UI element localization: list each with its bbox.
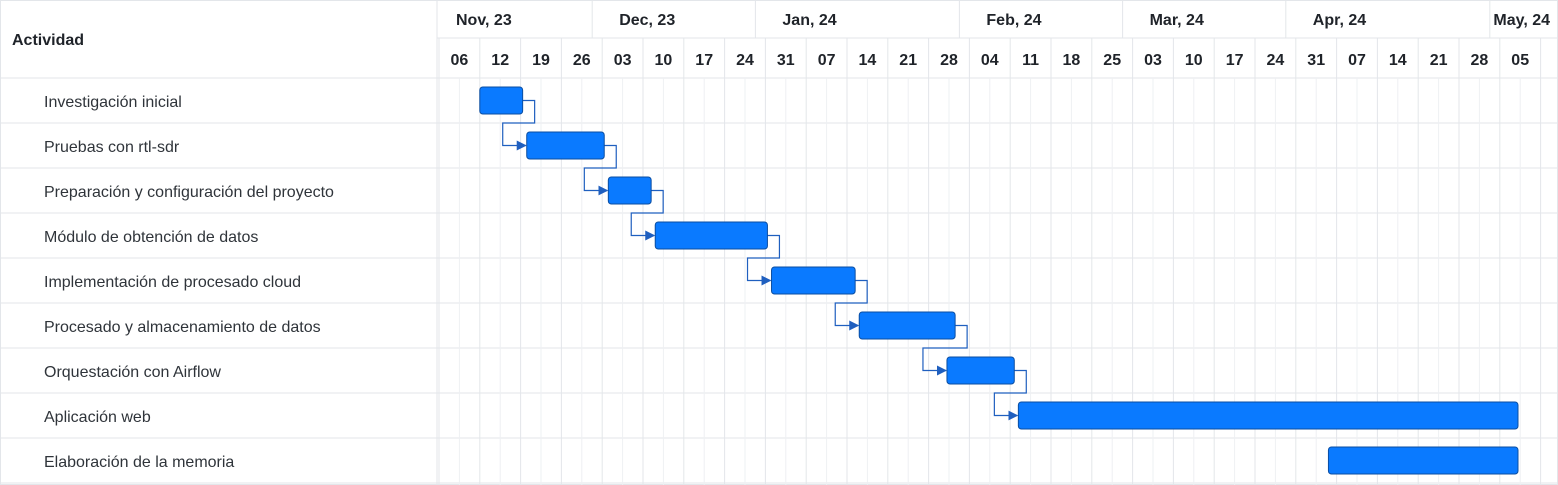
week-label: 25 [1103,52,1121,69]
task-bar[interactable] [771,266,856,295]
task-bar[interactable] [946,356,1015,385]
week-label: 14 [859,52,877,69]
task-label: Procesado y almacenamiento de datos [44,319,321,336]
week-label: 03 [1144,52,1162,69]
task-bar[interactable] [654,221,768,250]
week-label: 26 [573,52,591,69]
week-label: 12 [491,52,509,69]
dependency-arrow [834,279,868,331]
activity-column-header: Actividad [12,32,84,49]
week-label: 11 [1022,52,1039,69]
task-bar[interactable] [607,176,652,205]
week-label: 18 [1063,52,1081,69]
month-label: Feb, 24 [986,12,1041,29]
month-label: Jan, 24 [782,12,836,29]
month-label: Nov, 23 [456,12,512,29]
task-label: Orquestación con Airflow [44,364,221,381]
month-label: Apr, 24 [1313,12,1366,29]
week-label: 28 [940,52,958,69]
month-label: Dec, 23 [619,12,675,29]
task-label: Módulo de obtención de datos [44,229,258,246]
month-label: Mar, 24 [1150,12,1204,29]
task-label: Investigación inicial [44,94,182,111]
task-bar[interactable] [1017,401,1519,430]
week-label: 31 [1307,52,1325,69]
week-label: 07 [818,52,836,69]
task-bar[interactable] [858,311,956,340]
week-label: 04 [981,52,999,69]
dependency-arrow [630,189,664,241]
task-label: Implementación de procesado cloud [44,274,301,291]
week-label: 06 [451,52,469,69]
week-label: 03 [614,52,632,69]
week-label: 21 [1430,52,1448,69]
task-label: Aplicación web [44,409,151,426]
week-label: 05 [1511,52,1529,69]
week-label: 24 [1267,52,1285,69]
task-label: Elaboración de la memoria [44,454,234,471]
dependency-arrow [502,99,536,151]
task-label: Preparación y configuración del proyecto [44,184,334,201]
dependency-arrow [922,324,968,376]
week-label: 31 [777,52,795,69]
task-label: Pruebas con rtl-sdr [44,139,180,156]
task-bar[interactable] [1327,446,1519,475]
week-label: 07 [1348,52,1366,69]
week-label: 17 [1226,52,1244,69]
task-bar[interactable] [479,86,524,115]
dependency-arrow [993,369,1027,421]
dependency-arrow [746,234,781,286]
week-label: 21 [899,52,917,69]
month-label: May, 24 [1493,12,1550,29]
dependency-arrow [583,144,617,196]
week-label: 10 [655,52,673,69]
week-label: 24 [736,52,754,69]
week-label: 14 [1389,52,1407,69]
week-label: 10 [1185,52,1203,69]
week-label: 28 [1471,52,1489,69]
week-label: 17 [695,52,713,69]
week-label: 19 [532,52,550,69]
task-bar[interactable] [526,131,605,160]
